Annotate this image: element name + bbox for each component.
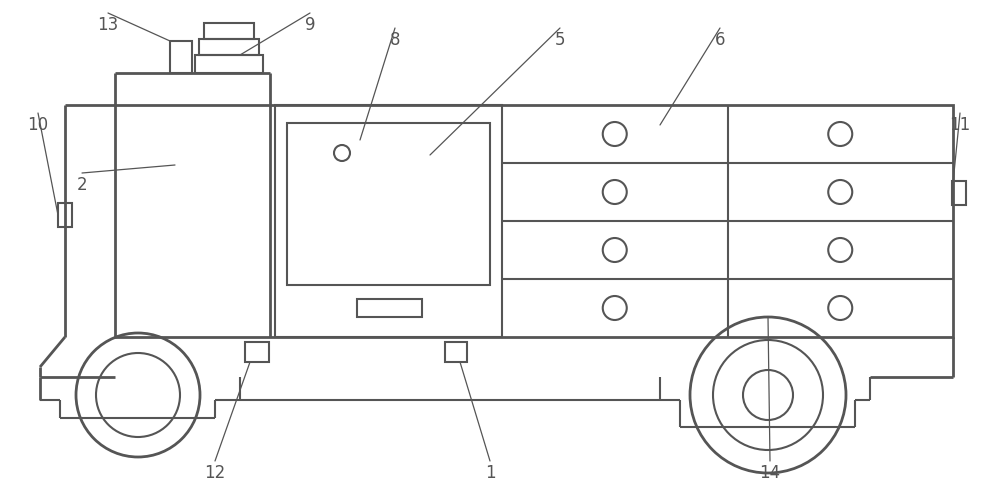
Text: 11: 11 — [949, 116, 971, 134]
Bar — [445, 342, 467, 362]
Text: 10: 10 — [27, 116, 49, 134]
Bar — [204, 23, 254, 39]
Bar — [195, 55, 263, 73]
Text: 13: 13 — [97, 16, 119, 34]
Text: 9: 9 — [305, 16, 315, 34]
Bar — [115, 105, 953, 337]
Text: 12: 12 — [204, 464, 226, 482]
Bar — [357, 299, 422, 317]
Text: 6: 6 — [715, 31, 725, 49]
Text: 14: 14 — [759, 464, 781, 482]
Text: 1: 1 — [485, 464, 495, 482]
Bar — [952, 181, 966, 205]
Bar — [245, 342, 269, 362]
Bar — [287, 123, 490, 285]
Text: 8: 8 — [390, 31, 400, 49]
Bar — [199, 39, 259, 55]
Text: 5: 5 — [555, 31, 565, 49]
Bar — [275, 105, 502, 337]
Bar — [58, 203, 72, 227]
Bar — [170, 41, 192, 73]
Text: 2: 2 — [77, 176, 87, 194]
